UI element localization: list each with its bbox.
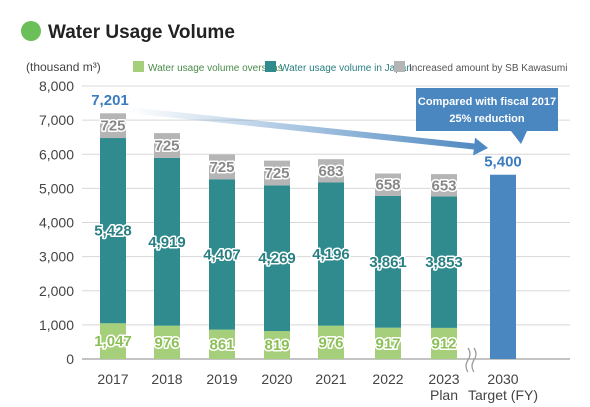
bars [100,113,516,359]
bar-segment [375,173,401,196]
bar-segment [209,329,235,359]
data-label: 3,861 [369,254,407,271]
x-tick-label: 2020 [261,371,292,387]
data-label: 3,853 [425,254,463,271]
y-axis: 0 1,000 2,000 3,000 4,000 5,000 6,000 7,000 8,00… [39,78,74,367]
data-labels: 1,047 5,428 725 976 4,919 725 861 4,407 725 819 4,… [91,92,522,356]
x-tick-label-target: 2030 [487,371,518,387]
reduction-callout: Compared with fiscal 2017 25% reduction [416,88,558,144]
data-label: 725 [154,137,179,154]
data-label: 653 [431,177,456,194]
bar-segment [318,325,344,359]
x-tick-label: 2018 [151,371,182,387]
bar-segment [209,179,235,330]
y-tick-label: 5,000 [39,180,74,196]
legend: Water usage volume overseas Water usage … [133,61,567,74]
bar-target [490,174,516,359]
bar-segment [431,174,457,197]
x-tick-label: 2021 [315,371,346,387]
x-tick-label: 2019 [206,371,237,387]
bar-segment [154,157,180,326]
data-label: 1,047 [94,333,132,350]
data-label: 4,196 [312,246,350,263]
bar-segment [318,159,344,183]
data-label: 5,428 [94,223,132,240]
y-tick-label: 8,000 [39,78,74,94]
callout-line-1: Compared with fiscal 2017 [418,96,556,108]
data-label: 912 [431,335,456,352]
reduction-arrow [127,107,488,156]
legend-label-japan: Water usage volume in Japan [280,63,412,74]
legend-label-overseas: Water usage volume overseas [148,63,283,74]
data-label: 4,269 [258,250,296,267]
title-dot-icon [21,21,41,41]
data-label: 683 [318,163,343,180]
chart-title: Water Usage Volume [48,22,235,43]
bar-segment [209,154,235,180]
data-label: 725 [100,118,125,135]
legend-label-kawasumi: Increased amount by SB Kawasumi [409,63,567,74]
data-label: 976 [154,334,179,351]
bar-segment [375,195,401,328]
legend-swatch-overseas [133,61,144,72]
bar-segment [100,113,126,139]
y-tick-label: 7,000 [39,112,74,128]
y-tick-label: 3,000 [39,249,74,265]
axis-break-icon [465,347,477,373]
x-tick-label: 2023 [428,371,459,387]
bar-segment [100,138,126,324]
bar-segment [318,182,344,326]
data-label: 658 [375,177,400,194]
total-label-2017: 7,201 [91,92,129,109]
callout-pointer [511,131,527,144]
bar-segment [264,185,290,332]
y-tick-label: 2,000 [39,283,74,299]
bar-segment [431,327,457,359]
data-label: 4,919 [148,234,186,251]
y-tick-label: 6,000 [39,146,74,162]
data-label: 4,407 [203,246,241,263]
data-label: 917 [375,335,400,352]
bar-segment [431,196,457,328]
x-tick-label-target: Target (FY) [468,387,538,403]
data-label: 725 [264,165,289,182]
x-tick-label: Plan [430,387,458,403]
bar-segment [100,323,126,359]
bar-segment [154,325,180,359]
y-tick-label: 0 [66,351,74,367]
bar-segment [375,327,401,359]
bar-segment [154,133,180,158]
data-label: 861 [209,336,234,353]
callout-line-2: 25% reduction [449,113,524,125]
y-tick-label: 1,000 [39,317,74,333]
bar-segment [264,160,290,186]
data-label: 976 [318,334,343,351]
y-tick-label: 4,000 [39,215,74,231]
unit-label: (thousand m³) [26,60,101,74]
legend-swatch-kawasumi [394,61,405,72]
target-label: 5,400 [484,154,522,171]
data-label: 725 [209,159,234,176]
legend-swatch-japan [265,61,276,72]
x-tick-label: 2017 [97,371,128,387]
x-tick-label: 2022 [372,371,403,387]
bar-segment [264,331,290,359]
data-label: 819 [264,337,289,354]
callout-box [416,88,558,131]
